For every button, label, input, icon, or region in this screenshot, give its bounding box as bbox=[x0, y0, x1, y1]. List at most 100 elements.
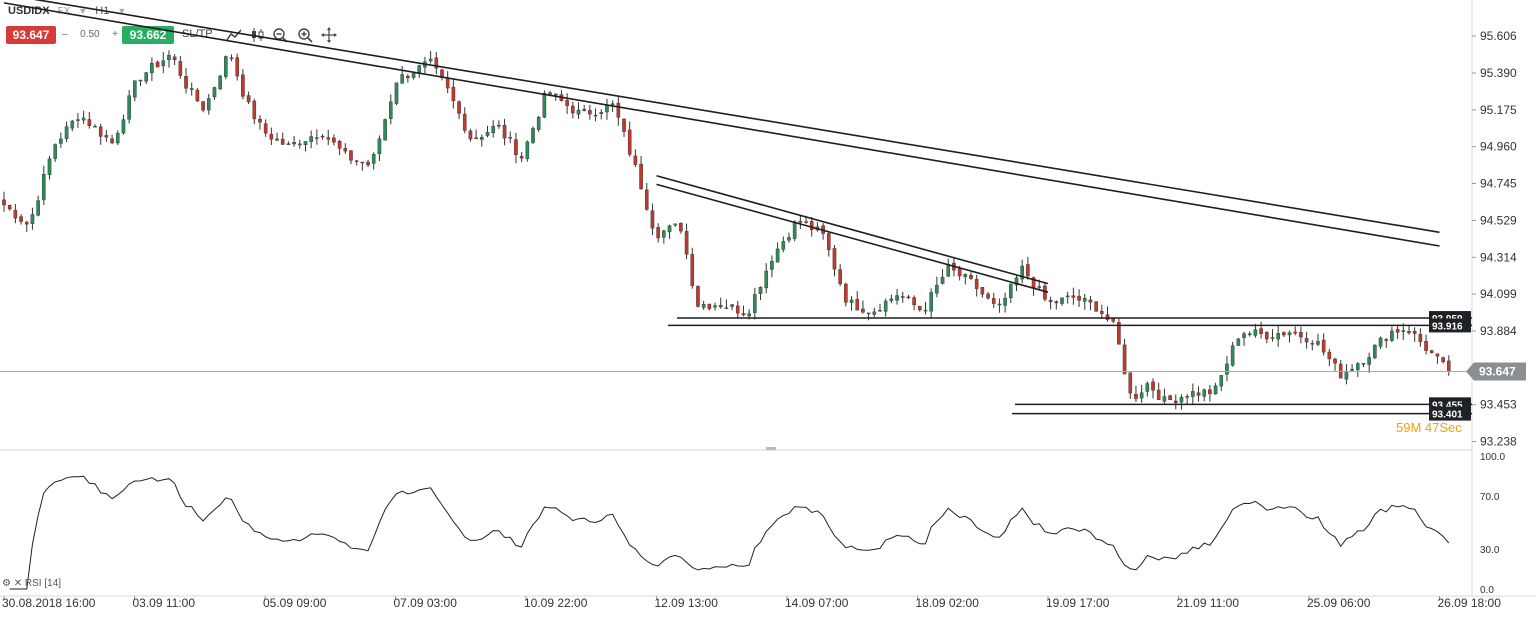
rsi-tick-label: 70.0 bbox=[1480, 492, 1500, 503]
candle-bearish bbox=[229, 57, 234, 60]
level-price-label: 93.401 bbox=[1432, 410, 1463, 421]
candle-bullish bbox=[536, 117, 541, 130]
candle-bullish bbox=[1270, 337, 1275, 339]
trendline[interactable] bbox=[656, 175, 1049, 285]
price-tick-label: 94.960 bbox=[1480, 140, 1517, 154]
candle-bullish bbox=[1316, 341, 1320, 345]
candle-bullish bbox=[1242, 333, 1246, 338]
candle-bearish bbox=[991, 298, 996, 304]
candle-bullish bbox=[1082, 298, 1087, 302]
candle-bearish bbox=[1441, 357, 1445, 363]
decrease-volume-button[interactable]: – bbox=[62, 29, 68, 40]
candle-bearish bbox=[434, 57, 439, 69]
move-crosshair-icon[interactable] bbox=[321, 27, 337, 43]
candle-bearish bbox=[1094, 301, 1098, 312]
rsi-tick-label: 100.0 bbox=[1480, 452, 1505, 463]
candle-bearish bbox=[457, 101, 461, 114]
candle-bearish bbox=[804, 221, 808, 223]
candles-icon[interactable] bbox=[250, 27, 266, 43]
time-tick-label: 10.09 22:00 bbox=[524, 596, 588, 610]
candle-bearish bbox=[445, 77, 450, 89]
trendline[interactable] bbox=[656, 183, 1049, 293]
price-tick-label: 94.745 bbox=[1480, 176, 1517, 190]
candle-bearish bbox=[900, 296, 905, 298]
bar-countdown-timer: 59M 47Sec bbox=[1396, 420, 1462, 435]
price-tick-label: 94.099 bbox=[1480, 287, 1517, 301]
candle-bearish bbox=[1043, 285, 1047, 300]
candle-bullish bbox=[53, 144, 57, 159]
candle-bearish bbox=[1134, 393, 1138, 400]
sell-price-button[interactable]: 93.647 bbox=[6, 26, 56, 44]
buy-price-button[interactable]: 93.662 bbox=[122, 26, 174, 44]
candle-bullish bbox=[849, 299, 854, 303]
candle-bearish bbox=[650, 210, 655, 229]
timeframe-dropdown-icon[interactable]: ▼ bbox=[117, 6, 127, 16]
candle-bearish bbox=[104, 135, 109, 138]
candle-bearish bbox=[263, 123, 268, 134]
zoom-in-icon[interactable] bbox=[297, 27, 313, 43]
time-tick-label: 12.09 13:00 bbox=[655, 596, 719, 610]
candle-bullish bbox=[758, 286, 763, 294]
level-price-tag bbox=[1429, 406, 1471, 421]
candle-bullish bbox=[212, 87, 217, 98]
candle-bearish bbox=[690, 254, 695, 286]
candle-bearish bbox=[474, 137, 478, 140]
candle-bearish bbox=[320, 135, 325, 138]
time-tick-label: 26.09 18:00 bbox=[1438, 596, 1502, 610]
candle-bullish bbox=[388, 101, 393, 119]
candle-bearish bbox=[707, 303, 712, 309]
candle-bearish bbox=[906, 296, 911, 299]
candle-bullish bbox=[144, 72, 149, 82]
candle-bearish bbox=[622, 118, 626, 132]
candle-bullish bbox=[770, 261, 774, 270]
candle-bearish bbox=[974, 278, 979, 289]
candle-bearish bbox=[838, 269, 842, 285]
candle-bearish bbox=[13, 209, 18, 219]
candle-bullish bbox=[81, 117, 86, 121]
candle-bullish bbox=[1287, 332, 1292, 336]
rsi-settings-icon[interactable]: ⚙ ✕ bbox=[2, 578, 23, 589]
candle-bearish bbox=[184, 76, 188, 89]
candle-bullish bbox=[701, 304, 706, 308]
candle-bullish bbox=[1373, 344, 1377, 359]
candle-bullish bbox=[662, 230, 666, 238]
candle-bullish bbox=[582, 108, 586, 112]
time-tick-label: 14.09 07:00 bbox=[785, 596, 849, 610]
candle-bearish bbox=[406, 75, 410, 79]
candle-bearish bbox=[7, 205, 12, 210]
candle-bullish bbox=[525, 141, 530, 159]
candle-bullish bbox=[70, 120, 75, 129]
market-dropdown-icon[interactable]: ▼ bbox=[78, 6, 88, 16]
candle-bearish bbox=[462, 113, 467, 131]
candle-bearish bbox=[360, 161, 365, 164]
trendline[interactable] bbox=[4, 0, 1440, 234]
candle-bullish bbox=[963, 274, 968, 278]
candle-bearish bbox=[684, 231, 689, 255]
candle-bullish bbox=[1060, 297, 1064, 304]
volume-stepper[interactable]: – 0.50 + bbox=[60, 26, 120, 44]
rsi-indicator-label[interactable]: ⚙ ✕ RSI [14] bbox=[2, 578, 61, 589]
candle-bearish bbox=[110, 138, 114, 144]
candle-bullish bbox=[30, 214, 35, 224]
price-tick-label: 93.884 bbox=[1480, 324, 1517, 338]
candle-bearish bbox=[258, 118, 262, 123]
candle-bearish bbox=[741, 313, 746, 316]
increase-volume-button[interactable]: + bbox=[112, 29, 118, 40]
current-price-label: 93.647 bbox=[1479, 364, 1516, 378]
panel-resize-handle[interactable] bbox=[766, 447, 776, 450]
price-tick-label: 95.175 bbox=[1480, 103, 1517, 117]
candle-bullish bbox=[781, 241, 786, 250]
candle-bullish bbox=[997, 303, 1002, 306]
candle-bullish bbox=[275, 138, 279, 141]
candle-bearish bbox=[1282, 332, 1286, 336]
candle-bearish bbox=[235, 57, 240, 77]
candle-bullish bbox=[1378, 337, 1383, 347]
candle-bullish bbox=[1179, 397, 1184, 403]
candle-bullish bbox=[1247, 333, 1252, 336]
candle-bearish bbox=[1395, 329, 1400, 333]
symbol-name[interactable]: USDIDX bbox=[8, 5, 50, 17]
trendline[interactable] bbox=[3, 2, 1440, 247]
time-tick-label: 19.09 17:00 bbox=[1046, 596, 1110, 610]
candle-bearish bbox=[1293, 331, 1298, 334]
